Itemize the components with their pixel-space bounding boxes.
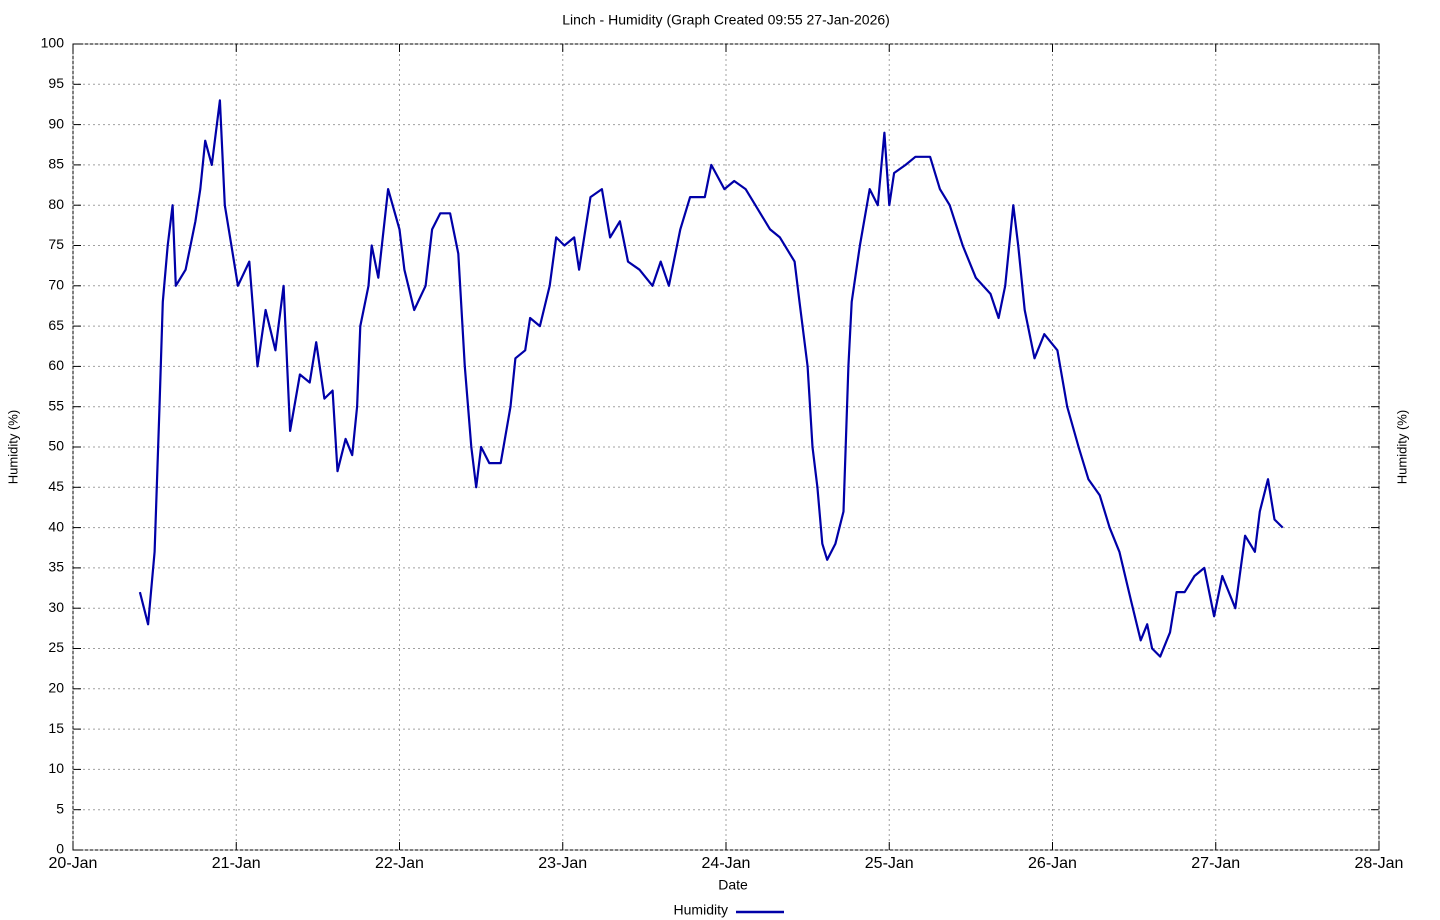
- y-tick-label: 70: [48, 277, 64, 293]
- y-tick-label: 35: [48, 559, 64, 575]
- y2-axis-label: Humidity (%): [1394, 410, 1409, 484]
- chart-title: Linch - Humidity (Graph Created 09:55 27…: [562, 12, 890, 28]
- legend-label: Humidity: [674, 902, 728, 918]
- x-tick-label: 22-Jan: [375, 855, 424, 872]
- x-tick-label: 20-Jan: [49, 855, 98, 872]
- y-tick-label: 100: [41, 35, 65, 51]
- y-axis-label: Humidity (%): [5, 410, 20, 484]
- y-tick-label: 85: [48, 156, 64, 172]
- y-tick-label: 30: [48, 599, 64, 615]
- y-tick-label: 10: [48, 760, 64, 776]
- x-tick-label: 26-Jan: [1028, 855, 1077, 872]
- y-tick-label: 45: [48, 478, 64, 494]
- y-tick-label: 90: [48, 115, 64, 131]
- y-tick-label: 80: [48, 196, 64, 212]
- y-tick-label: 40: [48, 518, 64, 534]
- x-axis-label: Date: [718, 877, 748, 893]
- y-tick-label: 95: [48, 75, 64, 91]
- x-tick-label: 23-Jan: [538, 855, 587, 872]
- y-tick-label: 5: [56, 800, 64, 816]
- y-tick-label: 50: [48, 438, 64, 454]
- y-tick-label: 15: [48, 720, 64, 736]
- x-tick-label: 24-Jan: [702, 855, 751, 872]
- x-tick-label: 25-Jan: [865, 855, 914, 872]
- y-tick-label: 75: [48, 236, 64, 252]
- y-tick-label: 55: [48, 397, 64, 413]
- y-tick-label: 25: [48, 639, 64, 655]
- data-line: [138, 99, 1284, 658]
- x-tick-label: 28-Jan: [1355, 855, 1404, 872]
- x-tick-label: 27-Jan: [1191, 855, 1240, 872]
- x-tick-label: 21-Jan: [212, 855, 261, 872]
- y-tick-label: 65: [48, 317, 64, 333]
- y-tick-label: 20: [48, 680, 64, 696]
- y-tick-label: 60: [48, 357, 64, 373]
- y-tick-label: 0: [56, 841, 64, 857]
